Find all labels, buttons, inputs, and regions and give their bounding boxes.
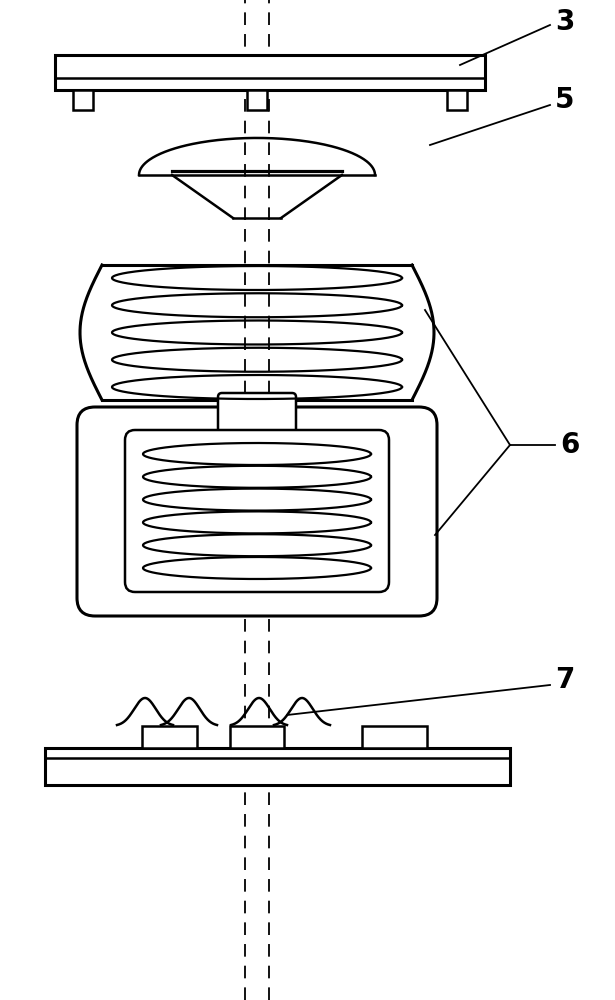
Bar	[55, 55, 485, 90]
FancyBboxPatch shape	[218, 393, 296, 433]
Bar	[45, 748, 510, 785]
Text: 5: 5	[555, 86, 574, 114]
FancyBboxPatch shape	[125, 430, 389, 592]
Bar	[142, 726, 197, 748]
Bar	[247, 90, 267, 110]
Text: 7: 7	[555, 666, 574, 694]
Bar	[230, 726, 284, 748]
Bar	[362, 726, 427, 748]
Text: 3: 3	[555, 8, 574, 36]
FancyBboxPatch shape	[77, 407, 437, 616]
Bar	[447, 90, 467, 110]
Text: 6: 6	[560, 431, 579, 459]
Bar	[73, 90, 93, 110]
